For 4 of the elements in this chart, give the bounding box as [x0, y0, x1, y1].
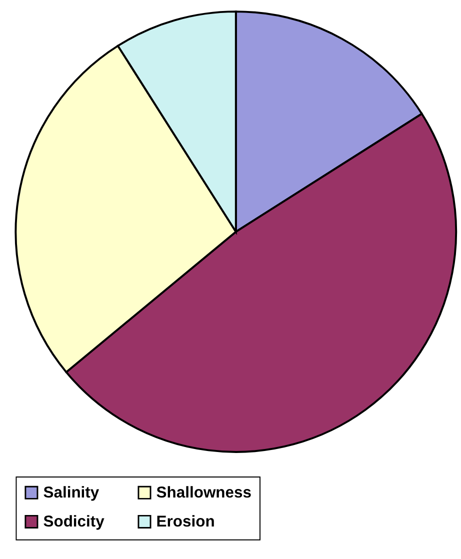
legend-label: Erosion — [156, 514, 215, 531]
legend-label: Salinity — [43, 484, 100, 502]
legend-label: Shallowness — [156, 484, 252, 502]
legend-label: Sodicity — [43, 514, 105, 531]
